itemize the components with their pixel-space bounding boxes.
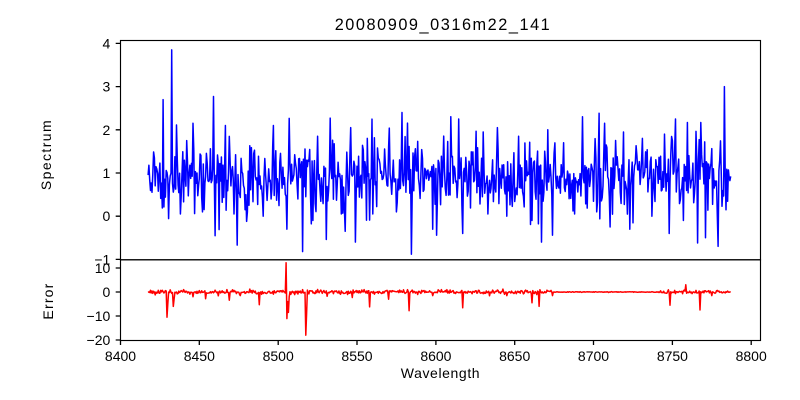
svg-text:8550: 8550 bbox=[341, 348, 372, 364]
svg-text:−10: −10 bbox=[87, 308, 111, 324]
svg-text:Error: Error bbox=[40, 282, 56, 319]
svg-text:0: 0 bbox=[103, 284, 111, 300]
svg-text:3: 3 bbox=[103, 79, 111, 95]
svg-text:8500: 8500 bbox=[263, 348, 294, 364]
svg-text:2: 2 bbox=[103, 122, 111, 138]
svg-text:−20: −20 bbox=[87, 332, 111, 348]
svg-text:8650: 8650 bbox=[499, 348, 530, 364]
svg-text:1: 1 bbox=[103, 165, 111, 181]
svg-text:4: 4 bbox=[103, 35, 111, 51]
svg-text:8450: 8450 bbox=[184, 348, 215, 364]
svg-text:0: 0 bbox=[103, 208, 111, 224]
svg-text:8800: 8800 bbox=[736, 348, 767, 364]
svg-text:8400: 8400 bbox=[105, 348, 136, 364]
svg-text:−1: −1 bbox=[94, 251, 110, 267]
svg-text:8600: 8600 bbox=[420, 348, 451, 364]
svg-text:10: 10 bbox=[95, 260, 111, 276]
svg-text:8750: 8750 bbox=[657, 348, 688, 364]
svg-text:Spectrum: Spectrum bbox=[38, 119, 54, 190]
svg-text:Wavelength: Wavelength bbox=[401, 365, 480, 381]
svg-text:8700: 8700 bbox=[578, 348, 609, 364]
svg-text:20080909_0316m22_141: 20080909_0316m22_141 bbox=[335, 16, 552, 34]
